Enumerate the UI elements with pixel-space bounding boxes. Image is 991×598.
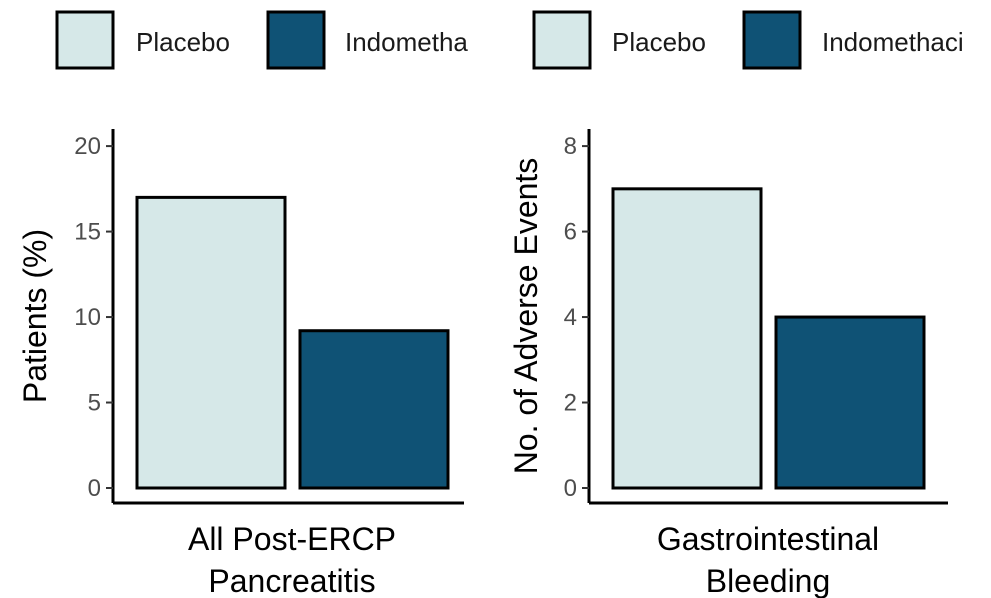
- legend-label-placebo: Placebo: [612, 27, 706, 57]
- y-tick-label: 20: [74, 133, 101, 160]
- y-tick-label: 5: [88, 390, 101, 417]
- y-tick-label: 10: [74, 304, 101, 331]
- bar-placebo: [135, 195, 287, 490]
- y-tick-label: 4: [564, 304, 577, 331]
- legend-swatch-placebo: [532, 10, 592, 70]
- y-tick-label: 6: [564, 219, 577, 246]
- bars: [135, 195, 450, 490]
- y-axis: 0 2 4 6 8: [564, 129, 591, 503]
- bar-placebo: [611, 187, 763, 490]
- legend-label-placebo: Placebo: [136, 27, 230, 57]
- chart-panel-gi-bleeding: Placebo Indomethaci No. of Adverse Event…: [508, 10, 964, 598]
- x-category-label-line-1: All Post-ERCP: [188, 521, 396, 557]
- y-tick-label: 15: [74, 219, 101, 246]
- bar-indometha: [298, 329, 450, 490]
- x-category-label-line-1: Gastrointestinal: [657, 521, 879, 557]
- y-tick-label: 0: [88, 475, 101, 502]
- legend-swatch-indomethacin: [266, 10, 326, 70]
- legend-label-indomethacin: Indomethaci: [822, 27, 964, 57]
- legend-swatch-placebo: [55, 10, 115, 70]
- legend-swatch-indomethacin: [742, 10, 802, 70]
- legend-label-indomethacin: Indometha: [345, 27, 468, 57]
- y-axis: 0 5 10 15 20: [74, 129, 115, 503]
- x-category-label-line-2: Pancreatitis: [208, 563, 375, 598]
- legend: Placebo Indomethaci: [532, 10, 964, 70]
- x-category-label-line-2: Bleeding: [706, 563, 831, 598]
- y-tick-label: 2: [564, 390, 577, 417]
- y-axis-title: Patients (%): [17, 229, 53, 403]
- y-tick-label: 0: [564, 475, 577, 502]
- bar-indomethaci: [774, 315, 926, 490]
- legend: Placebo Indometha: [55, 10, 468, 70]
- chart-panel-pancreatitis: Placebo Indometha Patients (%) 05101520 …: [17, 10, 468, 598]
- bars: [611, 187, 926, 490]
- y-tick-label: 8: [564, 133, 577, 160]
- y-axis-title: No. of Adverse Events: [508, 158, 544, 475]
